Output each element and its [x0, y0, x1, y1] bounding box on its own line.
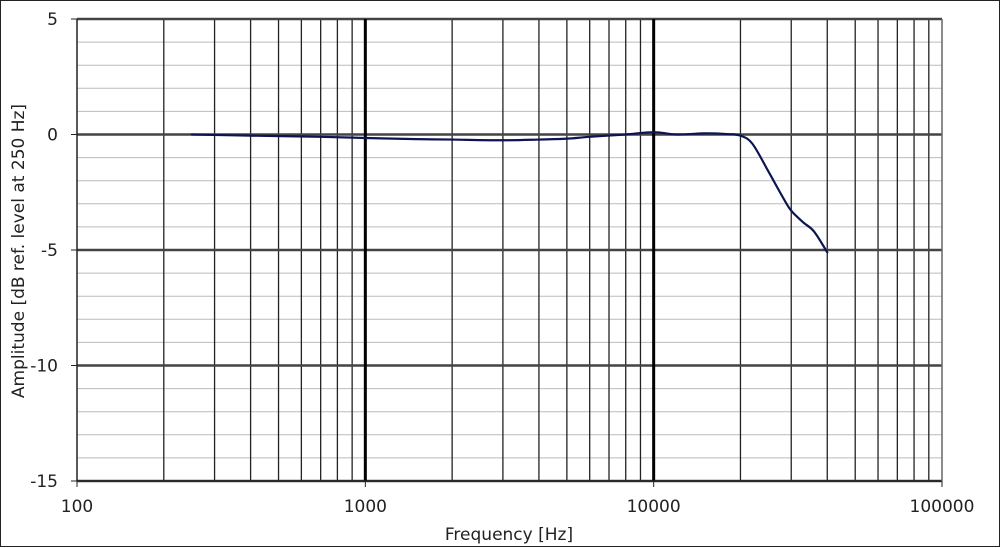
y-tick-label: -10: [30, 357, 58, 377]
x-axis-title: Frequency [Hz]: [445, 525, 573, 545]
y-tick-label: 5: [47, 10, 58, 30]
amplitude-curve: [190, 131, 829, 254]
x-tick-label: 10000: [627, 497, 681, 517]
decade-x-gridlines: [363, 19, 656, 481]
y-tick-label: -15: [30, 472, 58, 492]
x-tick-label: 1000: [344, 497, 387, 517]
minor-y-gridlines: [77, 41, 942, 459]
x-tick-labels: 100 1000 10000 100000: [61, 497, 975, 517]
plot-axes: [71, 18, 943, 487]
x-tick-label: 100000: [910, 497, 975, 517]
y-axis-title: Amplitude [dB ref. level at 250 Hz]: [9, 104, 29, 398]
y-tick-label: 0: [47, 126, 58, 146]
y-tick-labels: 5 0 -5 -10 -15: [30, 10, 58, 492]
y-tick-label: -5: [41, 241, 58, 261]
x-tick-label: 100: [61, 497, 93, 517]
